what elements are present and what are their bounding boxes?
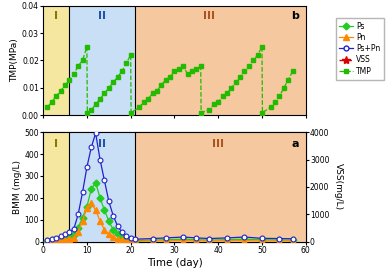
Text: I: I <box>54 11 58 21</box>
X-axis label: Time (day): Time (day) <box>147 258 202 268</box>
Bar <box>69 132 135 242</box>
Y-axis label: BMM (mg/L): BMM (mg/L) <box>13 160 22 214</box>
Text: a: a <box>292 139 299 149</box>
Text: II: II <box>98 11 106 21</box>
Legend: Ps, Pn, Ps+Pn, VSS, TMP: Ps, Pn, Ps+Pn, VSS, TMP <box>336 18 384 80</box>
Bar <box>69 6 135 115</box>
Text: I: I <box>54 139 58 149</box>
Bar <box>135 132 306 242</box>
Y-axis label: VSS(mg/L): VSS(mg/L) <box>334 163 343 210</box>
Y-axis label: TMP(MPa): TMP(MPa) <box>10 39 19 82</box>
Bar <box>43 132 69 242</box>
Bar <box>135 6 306 115</box>
Bar <box>43 6 69 115</box>
Text: b: b <box>291 11 299 21</box>
Text: III: III <box>203 11 216 21</box>
Text: II: II <box>98 139 106 149</box>
Text: III: III <box>212 139 224 149</box>
